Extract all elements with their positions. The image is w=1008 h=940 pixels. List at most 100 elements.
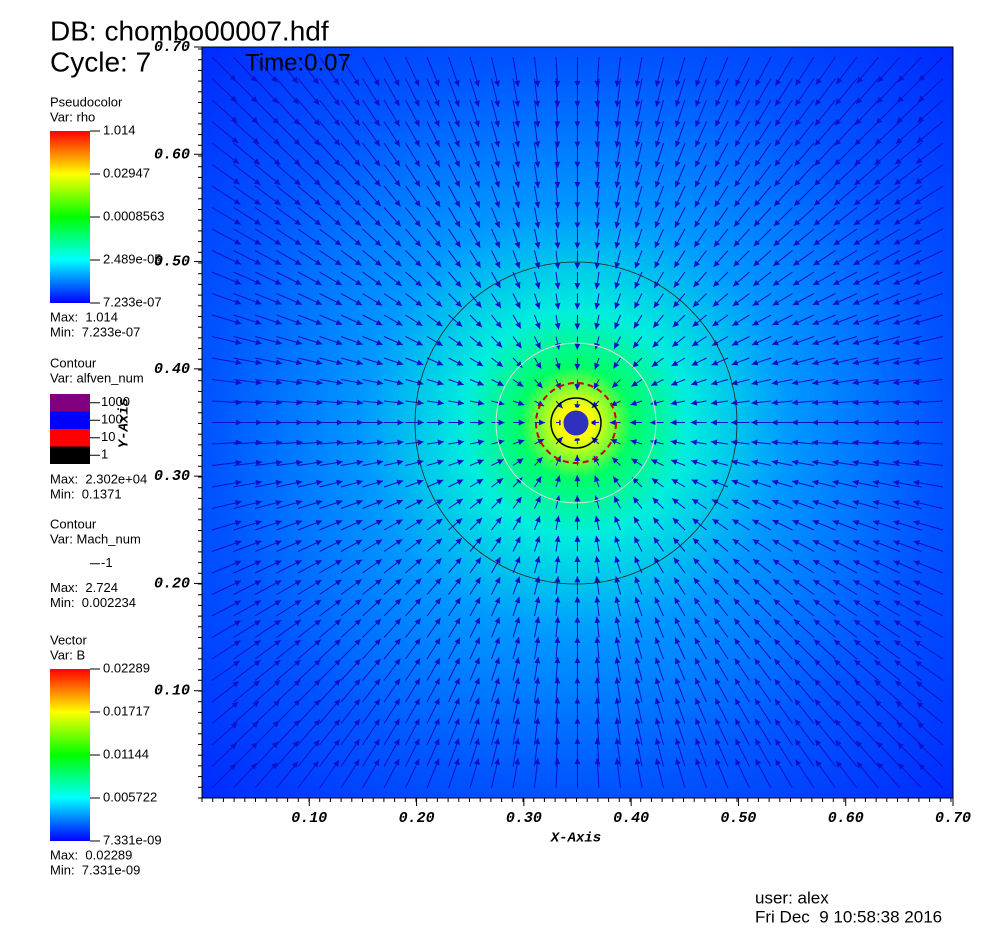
vector-head xyxy=(454,140,460,147)
legend-min: Min: 7.233e-07 xyxy=(50,324,140,339)
vector-head xyxy=(377,439,384,446)
vector-head xyxy=(233,640,241,647)
vector-head xyxy=(494,221,501,228)
x-tick-label: 0.70 xyxy=(935,810,971,827)
vector-head xyxy=(772,499,779,506)
vector-head xyxy=(255,459,262,466)
vector-head xyxy=(454,160,460,168)
vector-head xyxy=(414,658,421,666)
vector-head xyxy=(434,180,440,187)
vector-head xyxy=(274,560,282,566)
vector-head xyxy=(812,520,820,526)
vector-head xyxy=(852,319,860,325)
vector-head xyxy=(751,359,759,366)
vector-head xyxy=(693,280,700,288)
vector-head xyxy=(477,399,485,406)
vector-head xyxy=(712,320,719,327)
vector-head xyxy=(772,520,780,526)
vector-head xyxy=(633,497,640,504)
vector-head xyxy=(832,419,839,426)
vector-head xyxy=(434,678,440,685)
vector-head xyxy=(514,758,521,765)
vector-head xyxy=(437,459,444,466)
vector-head xyxy=(554,677,561,684)
vector-head xyxy=(494,120,500,128)
x-tick-label: 0.60 xyxy=(828,810,864,827)
user: user: alex xyxy=(755,888,829,907)
vector-head xyxy=(534,758,541,765)
vector-head xyxy=(654,140,661,148)
vector-head xyxy=(654,738,661,745)
vector-head xyxy=(651,478,659,485)
vector-head xyxy=(474,260,481,268)
vector-head xyxy=(833,259,841,266)
vector-head xyxy=(514,261,521,269)
vector-head xyxy=(614,80,621,87)
cycle: Cycle: 7 xyxy=(50,46,151,77)
vector-head xyxy=(295,319,302,325)
vector-head xyxy=(498,419,505,426)
vector-head xyxy=(355,279,362,286)
vector-head xyxy=(494,738,500,745)
vector-head xyxy=(775,79,782,86)
vector-head xyxy=(834,679,841,686)
vector-head xyxy=(872,459,879,466)
vector-head xyxy=(534,322,541,329)
vector-head xyxy=(813,619,821,626)
vector-head xyxy=(274,600,282,606)
vector-head xyxy=(814,679,821,686)
y-tick-label: 0.30 xyxy=(154,468,190,485)
vector-head xyxy=(255,479,262,486)
vector-head xyxy=(832,540,840,546)
vector-head xyxy=(574,475,581,482)
vector-head xyxy=(754,658,761,666)
vector-head xyxy=(653,537,660,544)
vector-head xyxy=(417,439,424,446)
vector-head xyxy=(313,679,321,686)
vector-head xyxy=(753,618,761,626)
vector-head xyxy=(835,740,842,747)
vector-head xyxy=(852,419,859,426)
vector-head xyxy=(554,717,561,724)
vector-head xyxy=(671,459,678,466)
vector-head xyxy=(872,439,879,446)
vector-head xyxy=(313,740,320,747)
vector-head xyxy=(554,697,561,704)
legend-max: Max: 1.014 xyxy=(50,309,118,324)
vector-head xyxy=(474,180,480,188)
vector-head xyxy=(856,97,863,105)
vector-head xyxy=(574,363,581,370)
vector-head xyxy=(514,717,521,725)
vector-head xyxy=(234,319,242,325)
vector-head xyxy=(475,280,481,288)
vector-head xyxy=(893,560,901,566)
vector-head xyxy=(754,179,761,187)
vector-head xyxy=(675,80,681,87)
vector-head xyxy=(634,100,641,108)
vector-head xyxy=(313,118,320,126)
vector-head xyxy=(735,758,741,766)
vector-head xyxy=(654,80,661,87)
vector-head xyxy=(394,139,400,147)
vector-head xyxy=(314,659,321,666)
vector-head xyxy=(478,419,485,426)
vector-head xyxy=(753,219,761,227)
vector-head xyxy=(375,559,382,566)
vector-head xyxy=(794,639,801,646)
vector-head xyxy=(293,720,300,727)
vector-head xyxy=(654,637,661,645)
vector-head xyxy=(634,140,641,148)
vector-head xyxy=(814,719,822,727)
vector-head xyxy=(791,459,799,466)
vector-head xyxy=(456,360,464,366)
vector-head xyxy=(494,677,501,685)
vector-head xyxy=(234,540,242,546)
vector-head xyxy=(574,495,581,502)
vector-head xyxy=(334,659,341,666)
vector-head xyxy=(415,578,422,585)
vector-head xyxy=(654,120,661,128)
vector-head xyxy=(336,379,343,386)
vector-head xyxy=(314,639,321,646)
legend-min: Min: 0.002234 xyxy=(50,595,136,610)
vector-head xyxy=(376,459,384,466)
